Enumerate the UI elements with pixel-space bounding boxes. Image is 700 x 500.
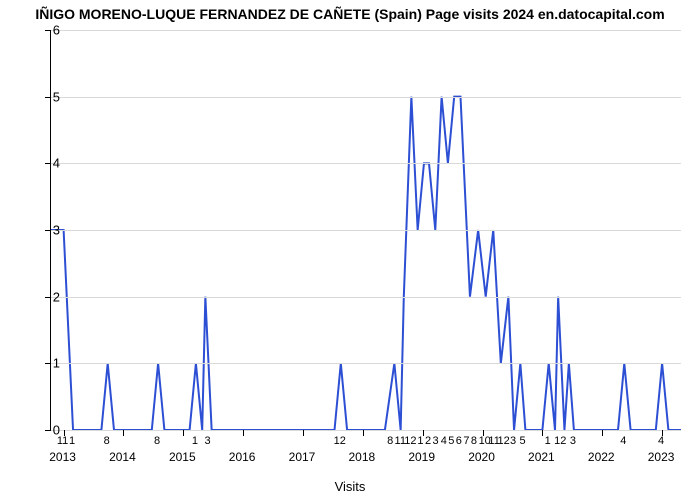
y-axis-label: 2 — [53, 289, 60, 304]
x-tick — [303, 430, 304, 436]
x-axis-sublabel: 8 — [387, 435, 393, 447]
x-axis-year-label: 2021 — [528, 450, 555, 464]
x-axis-sublabel: 3 — [570, 435, 576, 447]
x-axis-year-label: 2016 — [229, 450, 256, 464]
x-axis-sublabel: 1 — [545, 435, 551, 447]
x-axis-sublabel: 11 — [57, 435, 68, 447]
x-axis-sublabel: 12 — [404, 435, 416, 447]
y-tick — [45, 30, 51, 31]
y-tick — [45, 97, 51, 98]
y-axis-label: 1 — [53, 356, 60, 371]
y-tick — [45, 363, 51, 364]
x-axis-sublabel: 8 — [104, 435, 110, 447]
x-tick — [243, 430, 244, 436]
x-axis-sublabel: 4 — [620, 435, 626, 447]
x-axis-sublabel: 12 — [334, 435, 346, 447]
gridline — [51, 430, 681, 431]
y-tick — [45, 430, 51, 431]
x-tick — [363, 430, 364, 436]
gridline — [51, 97, 681, 98]
x-axis-title: Visits — [335, 479, 366, 494]
x-axis-sublabel: 1 — [192, 435, 198, 447]
x-axis-year-label: 2017 — [289, 450, 316, 464]
x-axis-sublabel: 12 — [497, 435, 509, 447]
x-axis-sublabel: 3 — [510, 435, 516, 447]
y-axis-label: 6 — [53, 23, 60, 38]
chart-title: IÑIGO MORENO-LUQUE FERNANDEZ DE CAÑETE (… — [35, 6, 664, 22]
y-tick — [45, 230, 51, 231]
x-axis-sublabel: 3 — [432, 435, 438, 447]
y-tick — [45, 297, 51, 298]
x-axis-sublabel: 4 — [658, 435, 664, 447]
x-tick — [123, 430, 124, 436]
x-tick — [542, 430, 543, 436]
x-axis-year-label: 2018 — [348, 450, 375, 464]
x-axis-sublabel: 3 — [204, 435, 210, 447]
x-axis-sublabel: 1 — [69, 435, 75, 447]
plot-area — [50, 30, 681, 431]
x-axis-year-label: 2020 — [468, 450, 495, 464]
x-axis-sublabel: 1 — [417, 435, 423, 447]
gridline — [51, 163, 681, 164]
x-axis-year-label: 2023 — [648, 450, 675, 464]
x-axis-sublabel: 2 — [425, 435, 431, 447]
x-axis-sublabel: 5 — [448, 435, 454, 447]
x-tick — [602, 430, 603, 436]
y-axis-label: 3 — [53, 223, 60, 238]
x-axis-sublabel: 7 — [463, 435, 469, 447]
y-axis-label: 4 — [53, 156, 60, 171]
x-axis-year-label: 2019 — [408, 450, 435, 464]
x-tick — [183, 430, 184, 436]
chart-container: IÑIGO MORENO-LUQUE FERNANDEZ DE CAÑETE (… — [0, 0, 700, 500]
gridline — [51, 363, 681, 364]
x-axis-year-label: 2014 — [109, 450, 136, 464]
x-axis-year-label: 2022 — [588, 450, 615, 464]
x-axis-sublabel: 12 — [554, 435, 566, 447]
x-axis-sublabel: 5 — [519, 435, 525, 447]
y-tick — [45, 163, 51, 164]
y-axis-label: 5 — [53, 89, 60, 104]
x-axis-sublabel: 8 — [471, 435, 477, 447]
x-axis-year-label: 2013 — [49, 450, 76, 464]
x-axis-sublabel: 6 — [456, 435, 462, 447]
gridline — [51, 30, 681, 31]
x-axis-sublabel: 8 — [154, 435, 160, 447]
gridline — [51, 230, 681, 231]
gridline — [51, 297, 681, 298]
x-axis-sublabel: 4 — [441, 435, 447, 447]
x-axis-year-label: 2015 — [169, 450, 196, 464]
